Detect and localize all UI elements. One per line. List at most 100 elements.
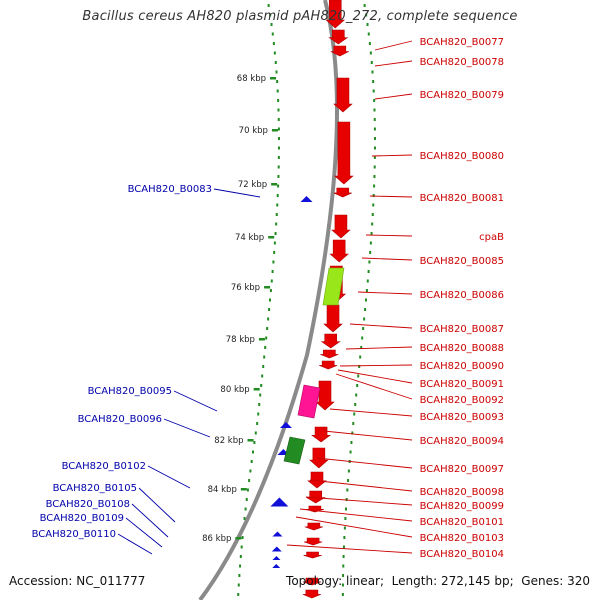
outer-ring-dot — [342, 564, 345, 568]
reverse-gene-arrow — [300, 196, 313, 202]
outer-ring-dot — [367, 270, 370, 273]
inner-ring-dot — [270, 279, 273, 283]
forward-gene-arrow — [329, 239, 349, 263]
scale-label: 68 kbp — [237, 74, 266, 84]
scale-label: 70 kbp — [239, 126, 268, 136]
outer-ring-dot — [363, 4, 366, 7]
forward-gene-arrow — [325, 0, 346, 29]
scale-label: 76 kbp — [231, 283, 260, 293]
inner-ring-dot — [258, 403, 261, 406]
inner-ring-dot — [267, 4, 270, 7]
inner-ring-dot — [277, 127, 280, 131]
forward-leader-line — [365, 234, 413, 237]
forward-gene-label: BCAH820_B0080 — [420, 151, 504, 162]
inner-ring-dot — [250, 460, 253, 463]
outer-ring-dot — [345, 498, 348, 501]
outer-ring-dot — [373, 165, 376, 169]
forward-leader-line — [345, 346, 413, 350]
inner-ring-dot — [277, 175, 280, 178]
outer-ring-dot — [373, 146, 376, 150]
forward-gene-label: BCAH820_B0081 — [420, 193, 504, 204]
forward-gene-label: BCAH820_B0090 — [420, 361, 504, 372]
forward-leader-line — [295, 516, 413, 538]
reverse-leader-line — [163, 418, 211, 438]
forward-gene-arrow — [304, 537, 323, 546]
forward-gene-label: BCAH820_B0086 — [420, 290, 504, 301]
scale-tick-mark — [253, 388, 260, 391]
reverse-strand-genes — [270, 196, 313, 568]
forward-leader-line — [316, 457, 413, 469]
outer-ring-dot — [344, 507, 347, 511]
forward-leader-line — [361, 257, 413, 261]
forward-leader-line — [371, 154, 413, 157]
outer-ring-dot — [367, 32, 370, 36]
scale-tick-mark — [240, 488, 247, 491]
outer-ring-dot — [373, 99, 376, 102]
inner-ring-dot — [238, 574, 241, 577]
forward-gene-arrow — [330, 45, 349, 57]
inner-ring-dot — [271, 32, 274, 36]
outer-ring-dot — [354, 403, 357, 406]
forward-gene-arrow — [319, 360, 338, 370]
outer-ring-dot — [373, 175, 376, 178]
inner-ring-dot — [252, 450, 255, 454]
reverse-gene-arrow — [272, 556, 281, 560]
outer-ring-dot — [347, 469, 350, 473]
inner-ring-dot — [277, 108, 280, 112]
forward-leader-line — [299, 508, 413, 522]
reverse-leader-line — [173, 390, 218, 412]
inner-ring-dot — [275, 213, 278, 216]
forward-leader-line — [286, 544, 413, 554]
forward-leader-line — [329, 408, 413, 417]
inner-ring-dot — [254, 431, 257, 435]
outer-ring-dot — [341, 583, 344, 587]
inner-ring-dot — [277, 165, 280, 169]
inner-ring-dot — [276, 194, 279, 197]
outer-ring-dot — [371, 213, 374, 216]
inner-ring-dot — [243, 517, 246, 520]
scale-label: 80 kbp — [220, 385, 249, 395]
forward-leader-line — [305, 496, 413, 506]
inner-ring-dot — [271, 270, 274, 273]
inner-ring-dot — [244, 507, 247, 511]
forward-gene-label: BCAH820_B0091 — [420, 379, 504, 390]
outer-ring-dot — [352, 422, 355, 425]
green-feature — [283, 436, 306, 465]
inner-ring-dot — [240, 545, 243, 549]
outer-ring-dot — [350, 441, 353, 444]
inner-ring-dot — [276, 89, 279, 93]
inner-ring-dot — [245, 498, 248, 501]
scale-label: 78 kbp — [226, 335, 255, 345]
outer-ring-dot — [349, 450, 352, 454]
scale-label: 82 kbp — [214, 436, 243, 446]
outer-ring-dot — [370, 232, 373, 235]
forward-gene-arrow — [320, 333, 341, 349]
outer-ring-dot — [362, 327, 365, 330]
scale-tick-mark — [268, 236, 275, 239]
sequence-summary: Topology: linear; Length: 272,145 bp; Ge… — [286, 574, 590, 588]
forward-strand-genes — [302, 0, 354, 599]
inner-ring-dot — [239, 564, 242, 568]
forward-gene-arrow — [304, 522, 323, 531]
inner-ring-dot — [277, 137, 280, 140]
forward-gene-arrow — [331, 214, 351, 239]
forward-leader-line — [374, 93, 413, 100]
outer-ring-dot — [355, 393, 358, 397]
outer-ring-dot — [343, 536, 346, 539]
outer-ring-dot — [361, 336, 364, 340]
scale-label: 86 kbp — [202, 534, 231, 544]
inner-ring-dot — [262, 365, 265, 368]
forward-leader-line — [374, 40, 413, 51]
reverse-gene-arrow — [272, 564, 281, 568]
scale-tick-mark — [235, 537, 242, 540]
outer-ring-dot — [346, 488, 349, 492]
outer-ring-dot — [363, 317, 366, 321]
genes-value: 320 — [567, 574, 590, 588]
reverse-gene-label: BCAH820_B0102 — [62, 461, 146, 472]
inner-ring-dot — [277, 184, 280, 188]
forward-leader-line — [357, 291, 413, 295]
inner-ring-dot — [259, 393, 262, 397]
reverse-leader-line — [117, 533, 153, 555]
inner-ring-dot — [269, 13, 272, 17]
reverse-gene-label: BCAH820_B0109 — [40, 513, 124, 524]
